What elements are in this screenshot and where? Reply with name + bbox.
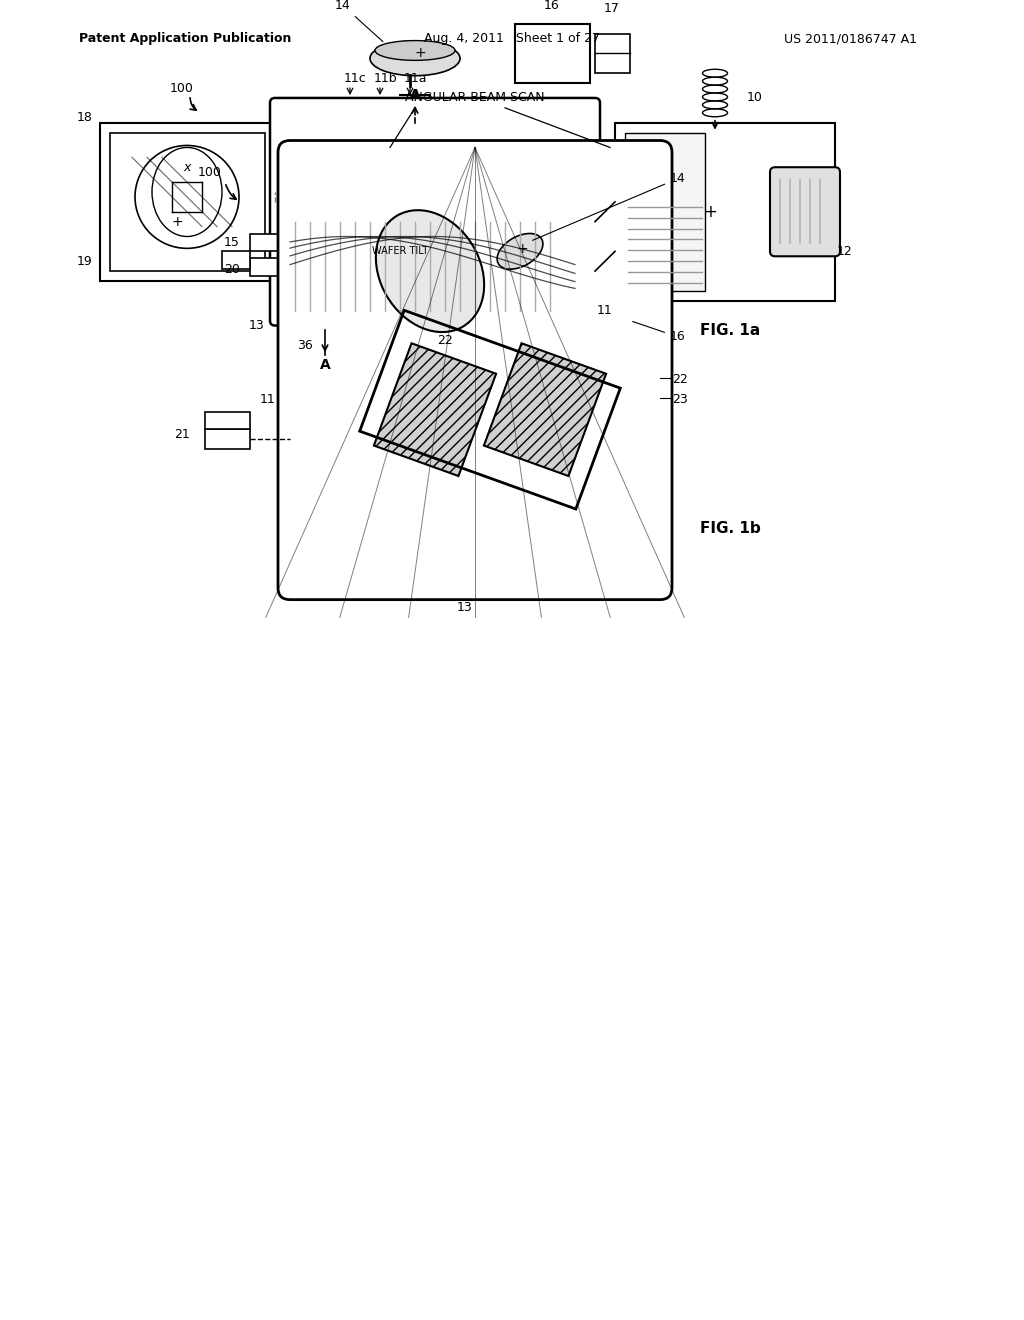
Text: 16: 16 [633,322,686,343]
Text: ANGULAR BEAM SCAN: ANGULAR BEAM SCAN [406,91,545,104]
Text: 14: 14 [532,172,686,240]
Text: 12: 12 [838,244,853,257]
Text: +: + [414,46,426,61]
Text: 11: 11 [597,304,613,317]
Text: 11a: 11a [403,71,427,84]
Bar [205,429,250,449]
Text: 20: 20 [224,263,240,276]
FancyBboxPatch shape [278,140,672,599]
Polygon shape [374,343,496,477]
Text: 23: 23 [672,393,688,407]
Text: 11c: 11c [344,71,367,84]
Text: WAFER TILT: WAFER TILT [372,247,428,256]
Ellipse shape [376,210,484,333]
Bar [250,259,278,276]
Text: 13: 13 [457,601,473,614]
Text: 18: 18 [77,111,93,124]
Text: 13: 13 [249,319,265,333]
FancyBboxPatch shape [110,132,265,271]
FancyBboxPatch shape [270,98,600,326]
Text: 22: 22 [437,334,453,347]
Text: x: x [183,161,190,174]
Text: +: + [171,215,183,228]
Bar [595,33,630,73]
Text: +: + [516,243,527,256]
Ellipse shape [370,41,460,75]
Bar [250,234,278,251]
Text: US 2011/0186747 A1: US 2011/0186747 A1 [783,32,916,45]
Bar [222,251,250,269]
FancyBboxPatch shape [770,168,840,256]
Ellipse shape [497,234,543,269]
FancyBboxPatch shape [625,132,705,290]
Text: FIG. 1b: FIG. 1b [700,521,761,536]
Text: 22: 22 [672,374,688,387]
Text: A: A [319,358,331,372]
Text: 15: 15 [224,236,240,249]
Text: 14: 14 [335,0,383,42]
Text: Patent Application Publication: Patent Application Publication [79,32,291,45]
Text: 17: 17 [604,3,620,16]
Text: Aug. 4, 2011   Sheet 1 of 27: Aug. 4, 2011 Sheet 1 of 27 [424,32,600,45]
Polygon shape [484,343,606,477]
Bar [205,412,250,429]
Text: A: A [410,88,421,102]
Ellipse shape [375,41,455,61]
FancyBboxPatch shape [515,24,590,83]
Text: +: + [703,203,717,220]
Text: 11b: 11b [373,71,397,84]
FancyBboxPatch shape [615,123,835,301]
Text: 36: 36 [297,339,313,352]
Text: 16: 16 [544,0,560,12]
Text: 21: 21 [174,428,190,441]
FancyBboxPatch shape [285,216,580,315]
Text: 10: 10 [748,91,763,104]
FancyBboxPatch shape [100,123,275,281]
Text: 11: 11 [259,393,275,407]
Text: 100: 100 [198,166,222,178]
Text: 100: 100 [170,82,194,95]
Text: 19: 19 [77,255,93,268]
Text: FIG. 1a: FIG. 1a [700,323,760,338]
